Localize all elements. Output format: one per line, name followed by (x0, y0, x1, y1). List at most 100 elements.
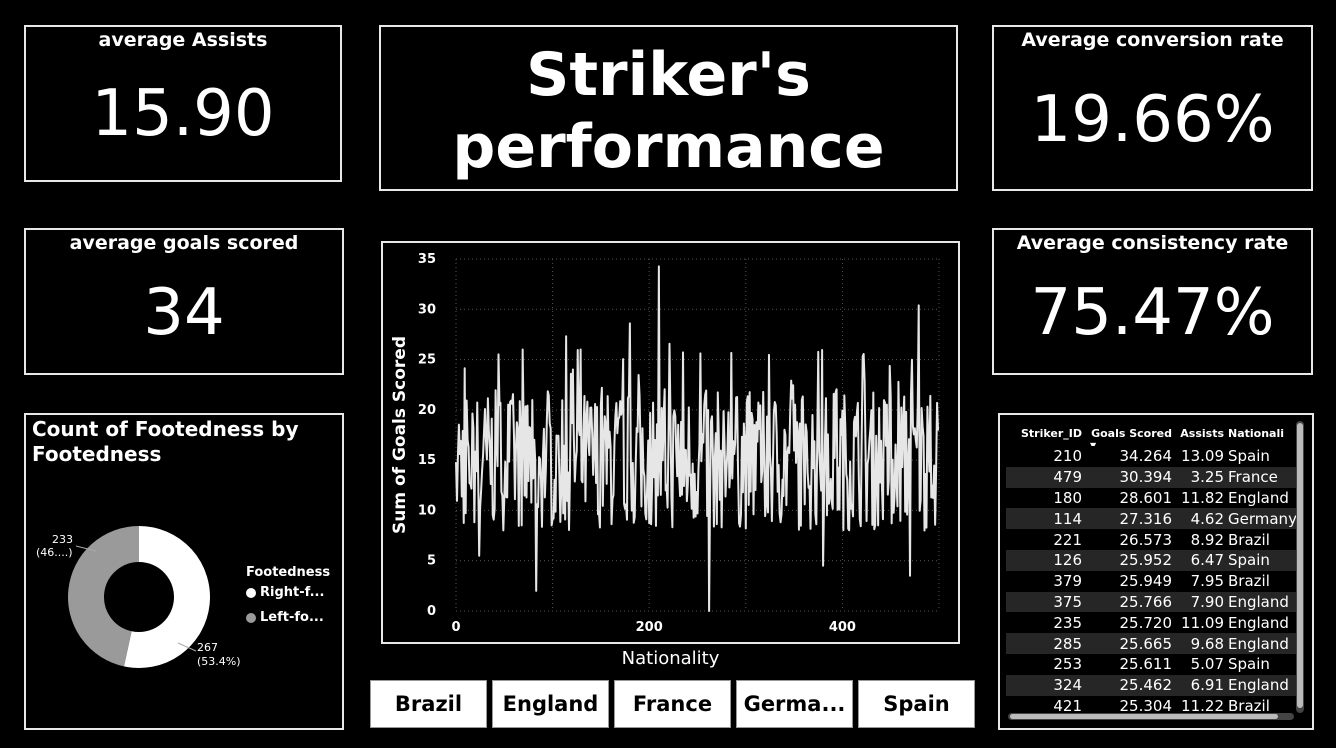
table-row[interactable]: 253 25.611 5.07 Spain (1006, 654, 1296, 675)
consistency-card: Average consistency rate 75.47% (992, 228, 1313, 375)
dashboard-title: Striker's performance (381, 39, 956, 183)
slicer-germany[interactable]: Germa... (736, 680, 853, 728)
slicer-france[interactable]: France (614, 680, 731, 728)
cell-goals-scored: 26.573 (1119, 530, 1173, 549)
cell-assists: 13.09 (1181, 447, 1224, 466)
striker-table-card (998, 413, 1314, 730)
header-assists[interactable]: Assists (1180, 426, 1224, 440)
x-tick-label: 200 (636, 620, 663, 635)
slicer-england[interactable]: England (492, 680, 609, 728)
x-tick-label: 0 (451, 620, 460, 635)
slicer-brazil[interactable]: Brazil (370, 680, 487, 728)
cell-nationality: Spain (1228, 447, 1270, 466)
cell-goals-scored: 25.462 (1084, 674, 1174, 696)
header-nationality[interactable]: Nationali (1228, 426, 1285, 440)
legend-item-right[interactable]: Right-f... (246, 585, 324, 600)
donut-slice[interactable] (68, 526, 140, 667)
table-row[interactable]: 421 25.304 11.22 Brazil (1006, 696, 1296, 712)
y-tick-label: 0 (427, 604, 436, 619)
cell-assists: 6.47 (1174, 549, 1226, 571)
line-chart-xlabel: Nationality (621, 648, 720, 669)
cell-goals-scored: 25.665 (1084, 633, 1174, 654)
table-row[interactable]: 379 25.949 7.95 Brazil (1006, 571, 1296, 592)
table-header-row: Striker_ID Goals Scored ▼ Assists Nation… (1006, 420, 1296, 447)
legend-dot-right (246, 587, 256, 598)
slice-leader-line (177, 642, 197, 652)
header-goals-scored-label: Goals Scored (1091, 426, 1172, 440)
cell-goals-scored: 27.316 (1084, 508, 1174, 530)
table-row[interactable]: 479 30.394 3.25 France (1006, 466, 1296, 488)
cell-nationality: England (1228, 613, 1289, 632)
cell-striker-id: 114 (1006, 508, 1084, 530)
assists-card-value: 15.90 (91, 77, 275, 151)
legend-item-left[interactable]: Left-fo... (246, 610, 324, 625)
cell-striker-id: 379 (1053, 572, 1082, 591)
header-goals-scored[interactable]: Goals Scored ▼ (1084, 420, 1174, 447)
table-vertical-scroll-thumb[interactable] (1297, 423, 1303, 708)
table-horizontal-scroll-thumb[interactable] (1010, 714, 1278, 719)
cell-goals-scored: 25.720 (1119, 613, 1173, 632)
cell-assists: 4.62 (1174, 508, 1226, 530)
legend-label-right: Right-f... (260, 585, 325, 600)
goals-series-line[interactable] (455, 265, 940, 612)
y-tick-label: 25 (418, 353, 436, 368)
table-row[interactable]: 324 25.462 6.91 England (1006, 674, 1296, 696)
cell-striker-id: 126 (1006, 549, 1084, 571)
table-row[interactable]: 285 25.665 9.68 England (1006, 633, 1296, 654)
table-row[interactable]: 210 34.264 13.09 Spain (1006, 446, 1296, 467)
legend-label-left: Left-fo... (260, 610, 324, 625)
cell-goals-scored: 25.611 (1119, 655, 1173, 674)
y-axis-label: Sum of Goals Scored (390, 336, 410, 534)
goals-line-chart-card: 0 5 10 15 20 25 30 35 0 200 400 Sum of Goals Scored (381, 241, 960, 644)
cell-assists: 3.25 (1174, 466, 1226, 488)
table-row[interactable]: 114 27.316 4.62 Germany (1006, 508, 1296, 530)
legend-dot-left (246, 612, 256, 623)
table-row[interactable]: 375 25.766 7.90 England (1006, 591, 1296, 613)
cell-goals-scored: 34.264 (1119, 447, 1173, 466)
table-row[interactable]: 126 25.952 6.47 Spain (1006, 549, 1296, 571)
slice-percent-label: (53.4%) (197, 655, 241, 668)
donut-chart: 267(53.4%) 233(46....) (36, 526, 241, 668)
cell-striker-id: 235 (1053, 613, 1082, 632)
y-tick-label: 10 (418, 503, 436, 518)
header-striker-id[interactable]: Striker_ID (1020, 426, 1082, 440)
cell-striker-id: 375 (1006, 591, 1084, 613)
cell-assists: 11.09 (1181, 613, 1224, 632)
cell-nationality: Germany (1226, 508, 1296, 530)
donut-slice[interactable] (123, 526, 210, 668)
consistency-card-title: Average consistency rate (1016, 232, 1289, 254)
slicer-spain[interactable]: Spain (858, 680, 975, 728)
cell-goals-scored: 28.601 (1119, 488, 1173, 507)
cell-striker-id: 479 (1006, 466, 1084, 488)
table-vertical-scrollbar[interactable] (1296, 421, 1304, 713)
cell-striker-id: 180 (1053, 488, 1082, 507)
cell-goals-scored: 25.766 (1084, 591, 1174, 613)
cell-striker-id: 221 (1053, 530, 1082, 549)
table-horizontal-scrollbar[interactable] (1008, 713, 1294, 720)
consistency-card-value: 75.47% (1030, 276, 1275, 350)
y-tick-label: 20 (418, 403, 436, 418)
conversion-card-value: 19.66% (1030, 83, 1275, 157)
table-row[interactable]: 180 28.601 11.82 England (1006, 488, 1296, 509)
cell-nationality: Brazil (1228, 530, 1270, 549)
cell-nationality: England (1228, 488, 1289, 507)
dashboard-title-line1: Striker's (526, 40, 811, 110)
cell-striker-id: 421 (1053, 696, 1082, 712)
cell-nationality: England (1226, 633, 1296, 654)
cell-striker-id: 253 (1053, 655, 1082, 674)
cell-nationality: Spain (1228, 655, 1270, 674)
assists-card: average Assists 15.90 (24, 25, 342, 182)
table-row[interactable]: 221 26.573 8.92 Brazil (1006, 529, 1296, 550)
table-row[interactable]: 235 25.720 11.09 England (1006, 612, 1296, 633)
assists-card-title: average Assists (98, 29, 268, 51)
y-tick-label: 30 (418, 302, 436, 317)
cell-goals-scored: 25.952 (1084, 549, 1174, 571)
slice-value-label: 267 (197, 641, 218, 654)
cell-nationality: England (1226, 591, 1296, 613)
y-tick-label: 15 (418, 453, 436, 468)
conversion-card: Average conversion rate 19.66% (992, 25, 1313, 191)
footedness-donut-card: Count of Footedness by Footedness 267 (53… (24, 413, 344, 730)
cell-assists: 5.07 (1190, 655, 1224, 674)
striker-table: Striker_ID Goals Scored ▼ Assists Nation… (1006, 420, 1296, 712)
y-tick-label: 35 (418, 252, 436, 267)
